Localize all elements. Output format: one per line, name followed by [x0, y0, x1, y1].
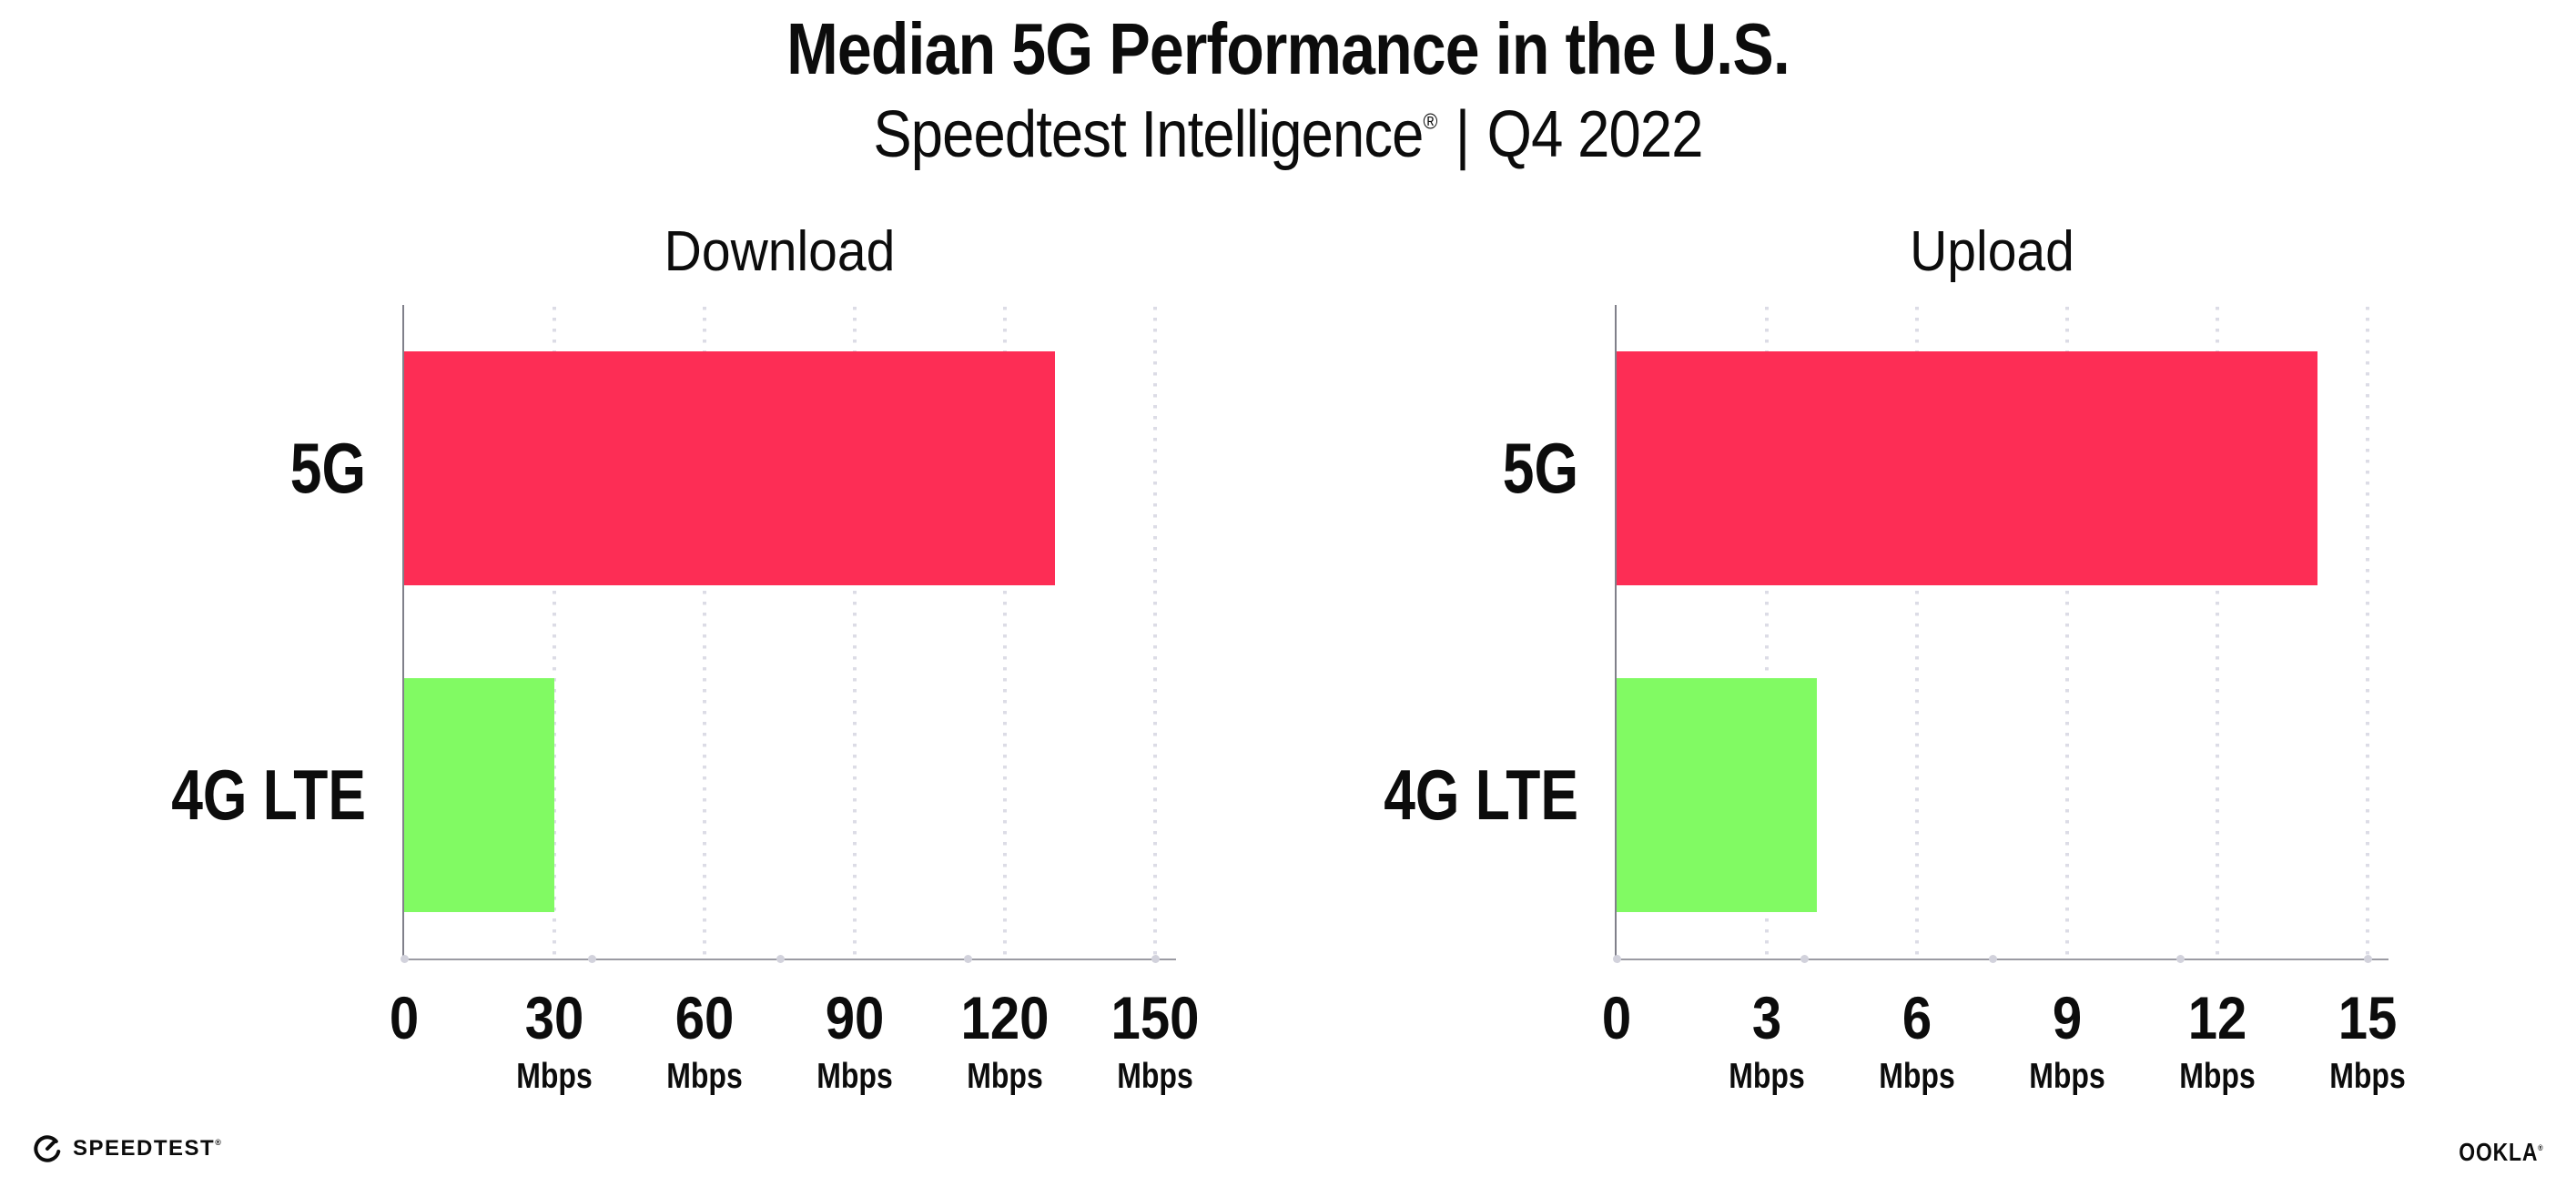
x-tick-150: 150 Mbps — [1105, 988, 1205, 1094]
bar-5g-upload — [1617, 351, 2317, 585]
y-axis-line — [402, 305, 404, 960]
gridline-15-mbps — [2366, 307, 2369, 957]
axis-tick-dot — [401, 955, 409, 963]
upload-chart: Upload 5G 4G LTE 0 3 Mbps 6 Mbps 9 Mbps 12 Mbps 15 M… — [1384, 0, 2406, 1197]
x-axis-line — [1615, 959, 2388, 960]
x-tick-value: 120 — [960, 984, 1050, 1051]
x-tick-0: 0 — [1600, 988, 1634, 1048]
gridline-6-mbps — [1915, 307, 1919, 957]
ookla-label: OOKLA — [2459, 1138, 2539, 1166]
x-tick-value: 0 — [1601, 984, 1632, 1051]
gridline-30-mbps — [553, 307, 556, 957]
x-tick-30: 30 Mbps — [508, 988, 601, 1094]
speedtest-logo: SPEEDTEST® — [33, 1134, 221, 1163]
x-tick-value: 12 — [2187, 984, 2247, 1051]
category-label-4g-lte: 4G LTE — [1384, 755, 1578, 835]
category-label-5g: 5G — [1502, 428, 1578, 508]
gridline-150-mbps — [1153, 307, 1157, 957]
axis-tick-dot — [2175, 955, 2185, 963]
gridline-3-mbps — [1765, 307, 1769, 957]
x-tick-9: 9 Mbps — [2021, 988, 2114, 1094]
axis-tick-dot — [1800, 955, 1810, 963]
ookla-logo: OOKLA® — [2459, 1140, 2543, 1165]
axis-tick-dot — [2364, 955, 2372, 963]
header: Median 5G Performance in the U.S. Speedt… — [0, 11, 2576, 170]
x-tick-unit: Mbps — [2029, 1057, 2105, 1096]
x-tick-unit: Mbps — [816, 1057, 893, 1096]
x-tick-120: 120 Mbps — [955, 988, 1055, 1094]
x-tick-unit: Mbps — [1879, 1057, 1955, 1096]
gridline-120-mbps — [1003, 307, 1007, 957]
x-tick-value: 90 — [825, 984, 885, 1051]
x-axis-line — [402, 959, 1176, 960]
registered-mark: ® — [1423, 109, 1438, 135]
x-tick-15: 15 Mbps — [2321, 988, 2414, 1094]
x-tick-unit: Mbps — [516, 1057, 593, 1096]
ookla-trademark: ® — [2538, 1143, 2543, 1153]
speedtest-gauge-icon — [34, 1135, 61, 1162]
x-tick-value: 150 — [1111, 984, 1200, 1051]
x-tick-60: 60 Mbps — [658, 988, 751, 1094]
y-axis-line — [1615, 305, 1617, 960]
gridline-90-mbps — [853, 307, 857, 957]
speedtest-label: SPEEDTEST — [73, 1136, 216, 1161]
x-tick-unit: Mbps — [2179, 1057, 2256, 1096]
category-label-4g-lte: 4G LTE — [171, 755, 366, 835]
x-tick-value: 9 — [2052, 984, 2083, 1051]
page-title: Median 5G Performance in the U.S. — [786, 8, 1790, 89]
x-tick-unit: Mbps — [666, 1057, 743, 1096]
x-tick-unit: Mbps — [1729, 1057, 1805, 1096]
axis-tick-dot — [776, 955, 785, 963]
axis-tick-dot — [588, 955, 597, 963]
speedtest-trademark: ® — [215, 1138, 221, 1148]
x-tick-3: 3 Mbps — [1720, 988, 1813, 1094]
x-tick-value: 6 — [1902, 984, 1932, 1051]
subtitle-period: Q4 2022 — [1486, 98, 1704, 172]
bar-4g-lte-upload — [1617, 678, 1817, 912]
x-tick-value: 3 — [1751, 984, 1782, 1051]
x-tick-value: 30 — [524, 984, 584, 1051]
axis-tick-dot — [1988, 955, 1997, 963]
x-tick-unit: Mbps — [2329, 1057, 2406, 1096]
download-plot-area — [401, 305, 1176, 963]
upload-plot-area — [1613, 305, 2388, 963]
chart-title-download: Download — [664, 220, 896, 283]
subtitle-separator: | — [1455, 98, 1470, 172]
x-tick-unit: Mbps — [967, 1057, 1043, 1096]
category-label-5g: 5G — [289, 428, 366, 508]
gridline-9-mbps — [2065, 307, 2069, 957]
x-tick-12: 12 Mbps — [2171, 988, 2264, 1094]
axis-tick-dot — [1613, 955, 1621, 963]
bar-5g-download — [404, 351, 1055, 585]
axis-tick-dot — [963, 955, 972, 963]
x-tick-value: 15 — [2338, 984, 2398, 1051]
gridline-60-mbps — [703, 307, 706, 957]
bar-4g-lte-download — [404, 678, 554, 912]
x-tick-value: 60 — [674, 984, 735, 1051]
speedtest-wordmark: SPEEDTEST® — [73, 1138, 221, 1160]
subtitle-brand: Speedtest Intelligence — [873, 98, 1424, 172]
download-chart: Download 5G 4G LTE 0 30 Mbps 60 Mbps 90 Mbps 120 M… — [171, 0, 1199, 1197]
gridline-12-mbps — [2216, 307, 2219, 957]
page-subtitle: Speedtest Intelligence® | Q4 2022 — [155, 98, 2421, 172]
x-tick-value: 0 — [389, 984, 420, 1051]
x-tick-6: 6 Mbps — [1871, 988, 1963, 1094]
chart-title-upload: Upload — [1910, 220, 2074, 283]
x-tick-unit: Mbps — [1117, 1057, 1193, 1096]
x-tick-90: 90 Mbps — [808, 988, 901, 1094]
x-tick-0: 0 — [388, 988, 421, 1048]
axis-tick-dot — [1151, 955, 1160, 963]
